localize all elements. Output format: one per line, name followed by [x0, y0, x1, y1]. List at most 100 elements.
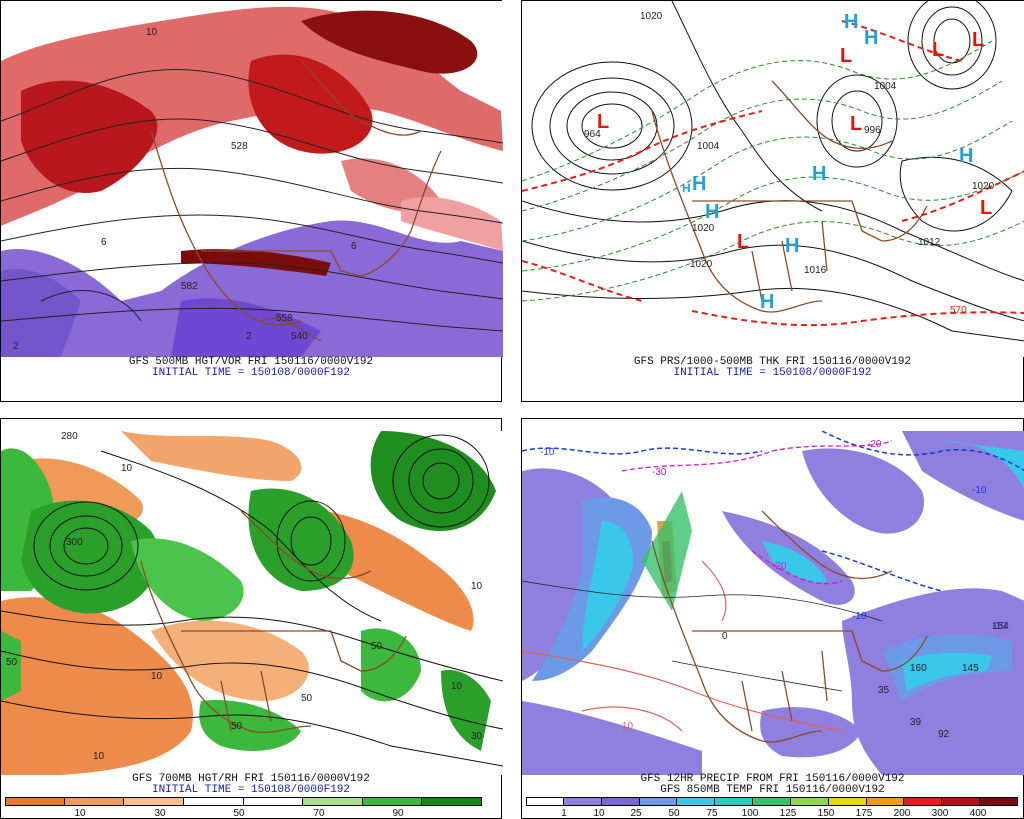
rh-colorbar-frame	[5, 797, 482, 806]
map-precip-850mb-temp: -10 -10 -20 -30 -10 -20 -10 0 10 35 39 9…	[522, 431, 1024, 775]
colorbar-segment	[942, 797, 981, 806]
temp-label: 0	[722, 631, 728, 642]
isobar-label: 964	[584, 129, 601, 140]
colorbar-tick: 400	[969, 808, 987, 819]
colorbar-tick: 30	[154, 808, 166, 819]
colorbar-segment	[303, 797, 363, 806]
low-pressure-center: L	[597, 111, 610, 133]
colorbar-tick: 10	[593, 808, 605, 819]
caption-line2: INITIAL TIME = 150108/0000F192	[151, 784, 351, 796]
map-label: 582	[181, 281, 198, 292]
high-pressure-center: H	[812, 163, 827, 185]
isobar-label: 1020	[972, 181, 995, 192]
high-pressure-center: H	[682, 181, 691, 195]
colorbar-segment	[526, 797, 564, 806]
isobar-label: 1020	[640, 11, 663, 22]
colorbar-tick: 50	[668, 808, 680, 819]
isobar-label: 1020	[692, 223, 715, 234]
map-label: 6	[101, 237, 107, 248]
map-label: 300	[66, 537, 83, 548]
precip-label: 145	[962, 663, 979, 674]
isobar-label: 996	[864, 125, 881, 136]
colorbar-segment	[904, 797, 943, 806]
temp-label: -20	[772, 561, 787, 572]
map-label: 50	[371, 641, 383, 652]
panel-mslp-thickness: L L L L L L L H H H H H H H H H 1020 964…	[521, 0, 1024, 402]
caption-line1: GFS PRS/1000-500MB THK FRI 150116/0000V1…	[633, 356, 912, 368]
colorbar-tick: 70	[313, 808, 325, 819]
high-pressure-center: H	[959, 145, 974, 167]
low-pressure-center: L	[980, 197, 993, 219]
rh-colorbar: 10 30 50 70 90	[5, 797, 482, 819]
map-label: 10	[121, 463, 133, 474]
colorbar-tick: 75	[706, 808, 718, 819]
map-500mb-vorticity: 582 558 540 528 2 6 10 6 2	[1, 1, 503, 357]
caption-line2: GFS 850MB TEMP FRI 150116/0000V192	[660, 784, 885, 796]
colorbar-segment	[563, 797, 602, 806]
map-mslp-thickness: L L L L L L L H H H H H H H H H 1020 964…	[522, 1, 1024, 357]
low-pressure-center: L	[737, 231, 750, 253]
isobar-label: 1004	[697, 141, 720, 152]
low-pressure-center: L	[972, 29, 985, 51]
colorbar-segment	[183, 797, 244, 806]
isobar-label: 1016	[804, 265, 827, 276]
map-label: 280	[61, 431, 78, 442]
caption-line1: GFS 12HR PRECIP FROM FRI 150116/0000V192	[640, 773, 905, 785]
map-700mb-rh: 280 10 10 10 50 10 50 50 10 300 30 50	[1, 431, 503, 787]
colorbar-tick: 175	[855, 808, 873, 819]
colorbar-segment	[5, 797, 65, 806]
isobar-label: 1020	[690, 259, 713, 270]
map-label: 10	[151, 671, 163, 682]
colorbar-segment	[639, 797, 678, 806]
colorbar-segment	[828, 797, 867, 806]
map-label: 10	[146, 27, 158, 38]
colorbar-tick: 300	[931, 808, 949, 819]
colorbar-segment	[715, 797, 754, 806]
precip-label: 92	[938, 729, 950, 740]
panel-700mb-rh: 280 10 10 10 50 10 50 50 10 300 30 50 GF…	[0, 418, 503, 819]
colorbar-tick: 10	[74, 808, 86, 819]
colorbar-tick: 125	[779, 808, 797, 819]
map-label: 10	[451, 681, 463, 692]
high-pressure-center: H	[844, 11, 859, 33]
map-label: 30	[471, 731, 483, 742]
thickness-label: 570	[950, 305, 967, 316]
low-pressure-center: L	[932, 39, 945, 61]
colorbar-tick: 50	[233, 808, 245, 819]
colorbar-tick: 200	[893, 808, 911, 819]
colorbar-segment	[753, 797, 791, 806]
colorbar-segment	[362, 797, 423, 806]
map-label: 558	[276, 313, 293, 324]
low-pressure-center: L	[850, 113, 863, 135]
map-label: 50	[6, 657, 18, 668]
colorbar-segment	[790, 797, 829, 806]
map-label: 50	[231, 721, 243, 732]
map-label: 6	[351, 241, 357, 252]
colorbar-segment	[677, 797, 716, 806]
precip-colorbar: 1 10 25 50 75 100 125 150 175 200 300 40…	[526, 797, 1018, 819]
map-label: 2	[246, 331, 252, 342]
high-pressure-center: H	[785, 235, 800, 257]
colorbar-tick: 100	[741, 808, 759, 819]
caption-line2: INITIAL TIME = 150108/0000F192	[673, 367, 872, 379]
temp-label: -30	[652, 467, 667, 478]
temp-label: -20	[867, 439, 882, 450]
colorbar-segment	[64, 797, 125, 806]
temp-label: 10	[622, 721, 634, 732]
isobar-label: 1012	[918, 237, 941, 248]
temp-label: -10	[540, 447, 555, 458]
map-label: 10	[471, 581, 483, 592]
high-pressure-center: H	[705, 201, 720, 223]
colorbar-segment	[866, 797, 905, 806]
precip-colorbar-frame	[526, 797, 1018, 806]
colorbar-tick: 150	[817, 808, 835, 819]
high-pressure-center: H	[692, 173, 707, 195]
colorbar-tick: 25	[630, 808, 642, 819]
colorbar-segment	[243, 797, 304, 806]
caption-line1: GFS 700MB HGT/RH FRI 150116/0000V192	[132, 773, 370, 785]
temp-label: -10	[972, 485, 987, 496]
isobar-label: 1004	[874, 81, 897, 92]
panel-500mb-vorticity: 582 558 540 528 2 6 10 6 2 GFS 500MB HGT…	[0, 0, 503, 402]
map-label: 540	[291, 331, 308, 342]
map-label: 50	[301, 693, 313, 704]
